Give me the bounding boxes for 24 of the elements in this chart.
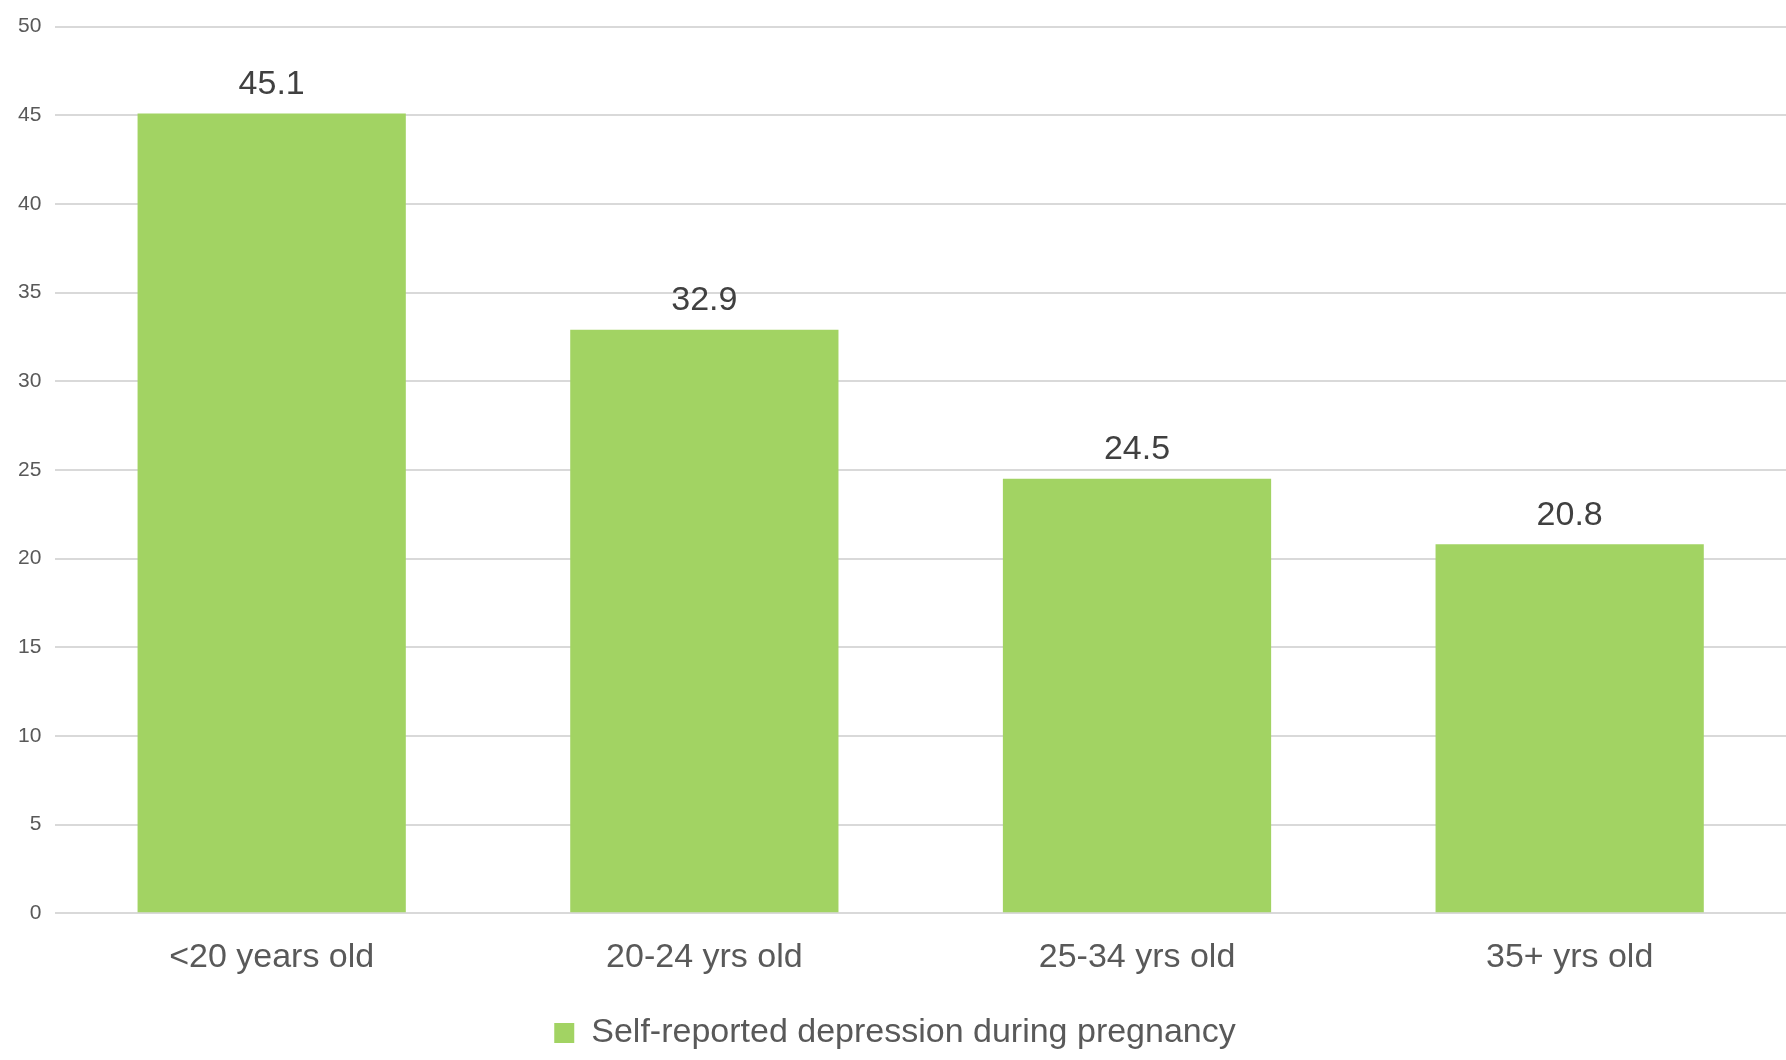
bar (570, 329, 839, 913)
legend-label: Self-reported depression during pregnancy (591, 1011, 1236, 1050)
y-tick-label: 10 (18, 722, 42, 746)
data-label: 32.9 (671, 279, 738, 318)
bar (1435, 544, 1704, 913)
data-label: 20.8 (1536, 493, 1603, 532)
y-tick-label: 45 (18, 102, 42, 126)
bar (1002, 478, 1272, 913)
y-tick-label: 20 (18, 545, 42, 569)
y-tick-label: 35 (18, 279, 42, 303)
bar (137, 113, 406, 913)
x-tick-label: 25-34 yrs old (1038, 935, 1236, 974)
y-tick-label: 5 (29, 811, 42, 835)
x-tick-label: 20-24 yrs old (606, 935, 803, 974)
y-tick-label: 15 (18, 634, 42, 658)
y-tick-label: 30 (18, 368, 42, 392)
x-tick-label: <20 years old (169, 935, 375, 974)
data-label: 45.1 (238, 62, 305, 101)
data-label: 24.5 (1103, 428, 1171, 467)
x-tick-label: 35+ yrs old (1486, 935, 1654, 974)
y-tick-label: 40 (18, 190, 42, 214)
y-tick-label: 25 (18, 456, 42, 480)
y-tick-label: 0 (29, 900, 42, 923)
y-tick-label: 50 (18, 13, 42, 37)
